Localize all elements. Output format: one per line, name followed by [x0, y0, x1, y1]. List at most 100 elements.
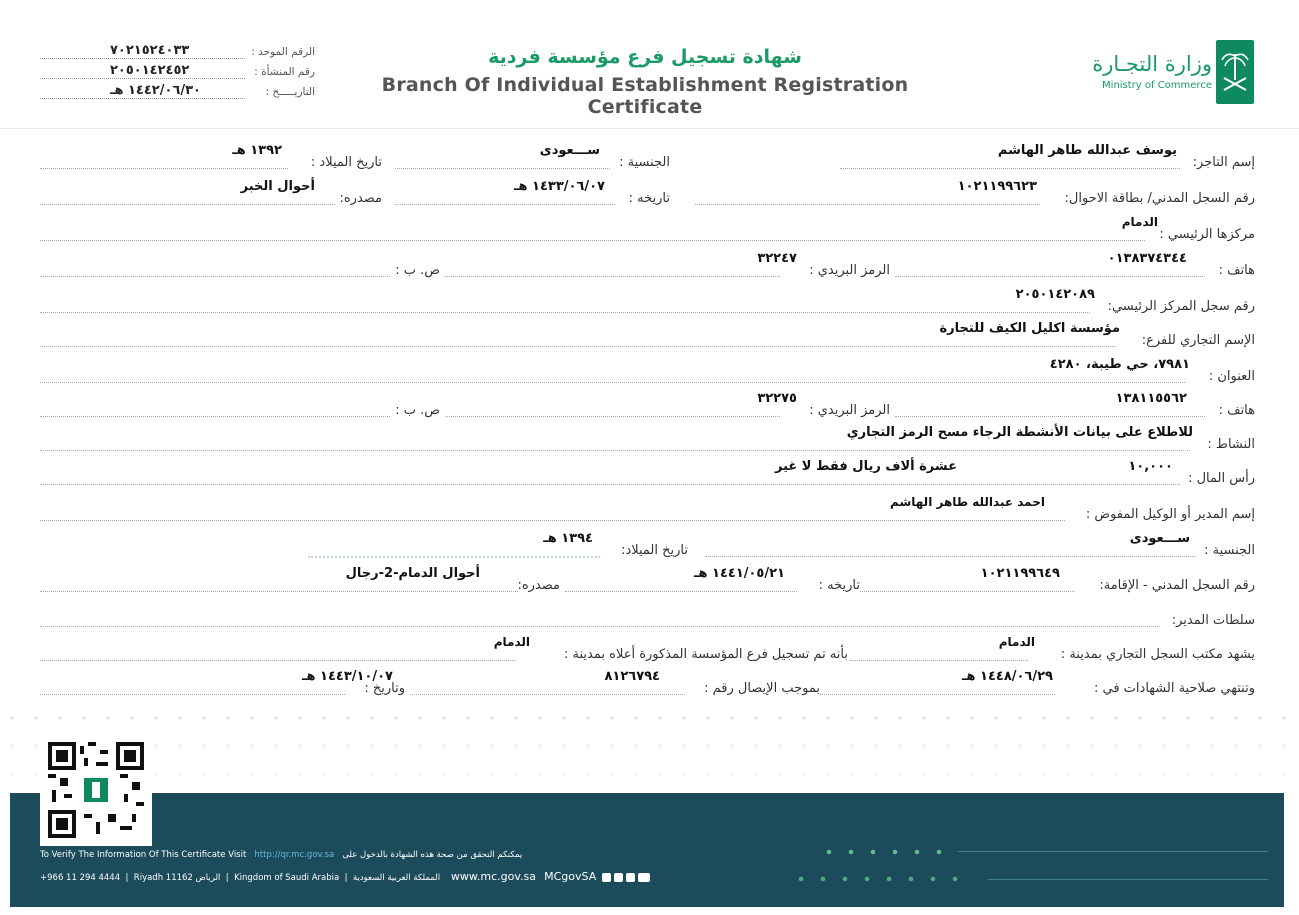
phone2-postal: ٣٢٢٧٥ [757, 391, 797, 406]
merchant-birth-label: تاريخ الميلاد : [310, 155, 382, 170]
facebook-icon[interactable] [613, 873, 623, 882]
verify-line: To Verify The Information Of This Certif… [40, 850, 522, 860]
merchant-nationality-field: ســـعودى الجنسية : [395, 143, 670, 174]
receipt-field: ٨١٢٦٧٩٤ بموجب الإيصال رقم : [410, 669, 820, 700]
id-card-source-label: مصدره: [339, 191, 382, 206]
header-divider [0, 128, 1299, 129]
decorative-dots [0, 768, 1299, 780]
id-card-date-label: تاريخه : [628, 191, 670, 206]
expiry-field: ١٤٤٨/٠٦/٢٩ هـ وتنتهي صلاحية الشهادات في … [820, 669, 1255, 700]
expiry-date: ١٤٤٨/٠٦/٢٩ هـ [962, 669, 1053, 684]
address-label: العنوان : [1208, 369, 1255, 384]
ministry-name-en: Ministry of Commerce [1102, 80, 1212, 91]
manager-nat-label: الجنسية : [1204, 543, 1255, 558]
footer-city-ar: الرياض [195, 873, 221, 883]
youtube-icon[interactable] [637, 873, 650, 882]
footer-phone: +966 11 294 4444 [40, 873, 121, 883]
manager-id-row: ١٠٢١١٩٩٦٤٩ رقم السجل المدني - الإقامة: ١… [40, 566, 1255, 597]
id-card-date-field: ١٤٣٣/٠٦/٠٧ هـ تاريخه : [395, 179, 670, 210]
phone2-postal-label: الرمز البريدي : [809, 403, 890, 418]
phone1-row: ٠١٣٨٣٧٤٣٤٤ هاتف : ٣٢٢٤٧ الرمز البريدي : … [40, 251, 1255, 282]
id-card-label: رقم السجل المدني/ بطاقة الاحوال: [1064, 191, 1255, 206]
footer-website[interactable]: www.mc.gov.sa [450, 870, 536, 883]
merchant-birth-field: ١٣٩٢ هـ تاريخ الميلاد : [40, 143, 382, 174]
activity-label: النشاط : [1207, 437, 1255, 452]
manager-row: احمد عبدالله طاهر الهاشم إسم المدير أو ا… [40, 495, 1255, 526]
phone1-field: ٠١٣٨٣٧٤٣٤٤ هاتف : [895, 251, 1255, 282]
trade-name-row: مؤسسة اكليل الكيف للتجارة الإسم التجاري … [40, 321, 1255, 352]
phone2-number: ١٣٨١١٥٥٦٢ [1115, 391, 1187, 406]
manager-id-date-label: تاريخه : [818, 578, 860, 593]
manager-id-label: رقم السجل المدني - الإقامة: [1099, 578, 1255, 593]
certify-city2: الدمام [493, 635, 530, 649]
footer-decor-line [988, 879, 1268, 880]
capital-row: ١٠,٠٠٠ عشرة ألاف ريال فقط لا غير رأس الم… [40, 459, 1255, 490]
issue-date-row: ١٤٤٢/٠٦/٣٠ هـ التاريـــــخ : [40, 83, 315, 104]
manager-label: إسم المدير أو الوكيل المفوض : [1085, 507, 1255, 522]
manager-powers-row: سلطات المدير: [40, 602, 1255, 632]
phone2-pobox-label: ص. ب : [395, 403, 440, 418]
establishment-number-row: ٢٠٥٠١٤٢٤٥٢ رقم المنشأة : [40, 63, 315, 84]
manager-powers-label: سلطات المدير: [1171, 613, 1255, 628]
certify-city: الدمام [998, 635, 1035, 649]
manager-birth-label: تاريخ الميلاد: [621, 543, 688, 558]
phone1-label: هاتف : [1218, 263, 1255, 278]
footer-kingdom-ar: المملكة العربية السعودية [352, 873, 441, 883]
certify-row: الدمام يشهد مكتب السجل التجاري بمدينة : … [40, 635, 1255, 666]
qr-code[interactable] [40, 736, 152, 846]
manager-id-date: ١٤٤١/٠٥/٢١ هـ [694, 566, 785, 581]
issue-date-label: التاريـــــخ : [265, 86, 315, 98]
phone2-field: ١٣٨١١٥٥٦٢ هاتف : [895, 391, 1255, 422]
manager-id-field: ١٠٢١١٩٩٦٤٩ رقم السجل المدني - الإقامة: [860, 566, 1255, 597]
phone2-label: هاتف : [1218, 403, 1255, 418]
decorative-dots [0, 712, 1299, 724]
verify-link[interactable]: http://qr.mc.gov.sa [254, 850, 335, 860]
merchant-birth: ١٣٩٢ هـ [232, 143, 282, 158]
phone1-number: ٠١٣٨٣٧٤٣٤٤ [1107, 251, 1187, 266]
manager-nat-row: ســـعودى الجنسية : ١٣٩٤ هـ تاريخ الميلاد… [40, 531, 1255, 562]
qr-code-icon [48, 742, 144, 838]
footer-decor-dots [790, 876, 975, 882]
manager-field: احمد عبدالله طاهر الهاشم إسم المدير أو ا… [40, 495, 1255, 526]
activity-field: للاطلاع على بيانات الأنشطة الرجاء مسح ال… [40, 425, 1255, 456]
phone1-pobox-field: ص. ب : [40, 252, 440, 282]
capital-field: ١٠,٠٠٠ عشرة ألاف ريال فقط لا غير رأس الم… [40, 459, 1255, 490]
footer-decor-line [958, 851, 1268, 852]
address-row: ٧٩٨١، حي طيبة، ٤٢٨٠ العنوان : [40, 357, 1255, 388]
manager-nat-field: ســـعودى الجنسية : [705, 531, 1255, 562]
phone1-postal-label: الرمز البريدي : [809, 263, 890, 278]
instagram-icon[interactable] [601, 873, 611, 882]
hq-reg-label: رقم سجل المركز الرئيسي: [1107, 299, 1255, 314]
id-card-number: ١٠٢١١٩٩٦٢٣ [957, 179, 1037, 194]
expiry-row: ١٤٤٨/٠٦/٢٩ هـ وتنتهي صلاحية الشهادات في … [40, 669, 1255, 700]
merchant-name-field: يوسف عبدالله طاهر الهاشم إسم التاجر: [840, 143, 1255, 174]
certificate-title-en: Branch Of Individual Establishment Regis… [381, 74, 909, 118]
certify-label: يشهد مكتب السجل التجاري بمدينة : [1060, 647, 1255, 662]
twitter-icon[interactable] [625, 873, 635, 882]
hq-row: الدمام مركزها الرئيسي : [40, 215, 1255, 246]
issue-date: ١٤٤٢/٠٦/٣٠ هـ [110, 83, 201, 98]
footer-city-en: Riyadh 11162 [133, 873, 193, 883]
trade-name-field: مؤسسة اكليل الكيف للتجارة الإسم التجاري … [40, 321, 1255, 352]
receipt-date: ١٤٤٣/١٠/٠٧ هـ [302, 669, 393, 684]
phone1-postal: ٣٢٢٤٧ [757, 251, 797, 266]
decorative-dots [0, 740, 1299, 752]
verify-text-ar: يمكنكم التحقق من صحة هذه الشهادة بالدخول… [342, 850, 523, 860]
manager-id-source-field: أحوال الدمام-2-رجال مصدره: [40, 566, 560, 597]
trade-name: مؤسسة اكليل الكيف للتجارة [939, 321, 1121, 336]
trade-name-label: الإسم التجاري للفرع: [1141, 333, 1255, 348]
merchant-row: يوسف عبدالله طاهر الهاشم إسم التاجر: ســ… [40, 143, 1255, 174]
manager-nationality: ســـعودى [1129, 531, 1190, 546]
manager-id-source: أحوال الدمام-2-رجال [345, 566, 480, 581]
footer-kingdom-en: Kingdom of Saudi Arabia [234, 873, 340, 883]
expiry-label: وتنتهي صلاحية الشهادات في : [1093, 681, 1255, 696]
manager-birth: ١٣٩٤ هـ [543, 531, 593, 546]
phone1-pobox-label: ص. ب : [395, 263, 440, 278]
verify-text-en: To Verify The Information Of This Certif… [40, 850, 247, 860]
establishment-number-label: رقم المنشأة : [254, 66, 315, 78]
ministry-name-ar: وزارة التجـارة [1092, 52, 1212, 76]
hq-reg-row: ٢٠٥٠١٤٢٠٨٩ رقم سجل المركز الرئيسي: [40, 287, 1255, 318]
manager-id-source-label: مصدره: [517, 578, 560, 593]
hq-reg-number: ٢٠٥٠١٤٢٠٨٩ [1015, 287, 1095, 302]
